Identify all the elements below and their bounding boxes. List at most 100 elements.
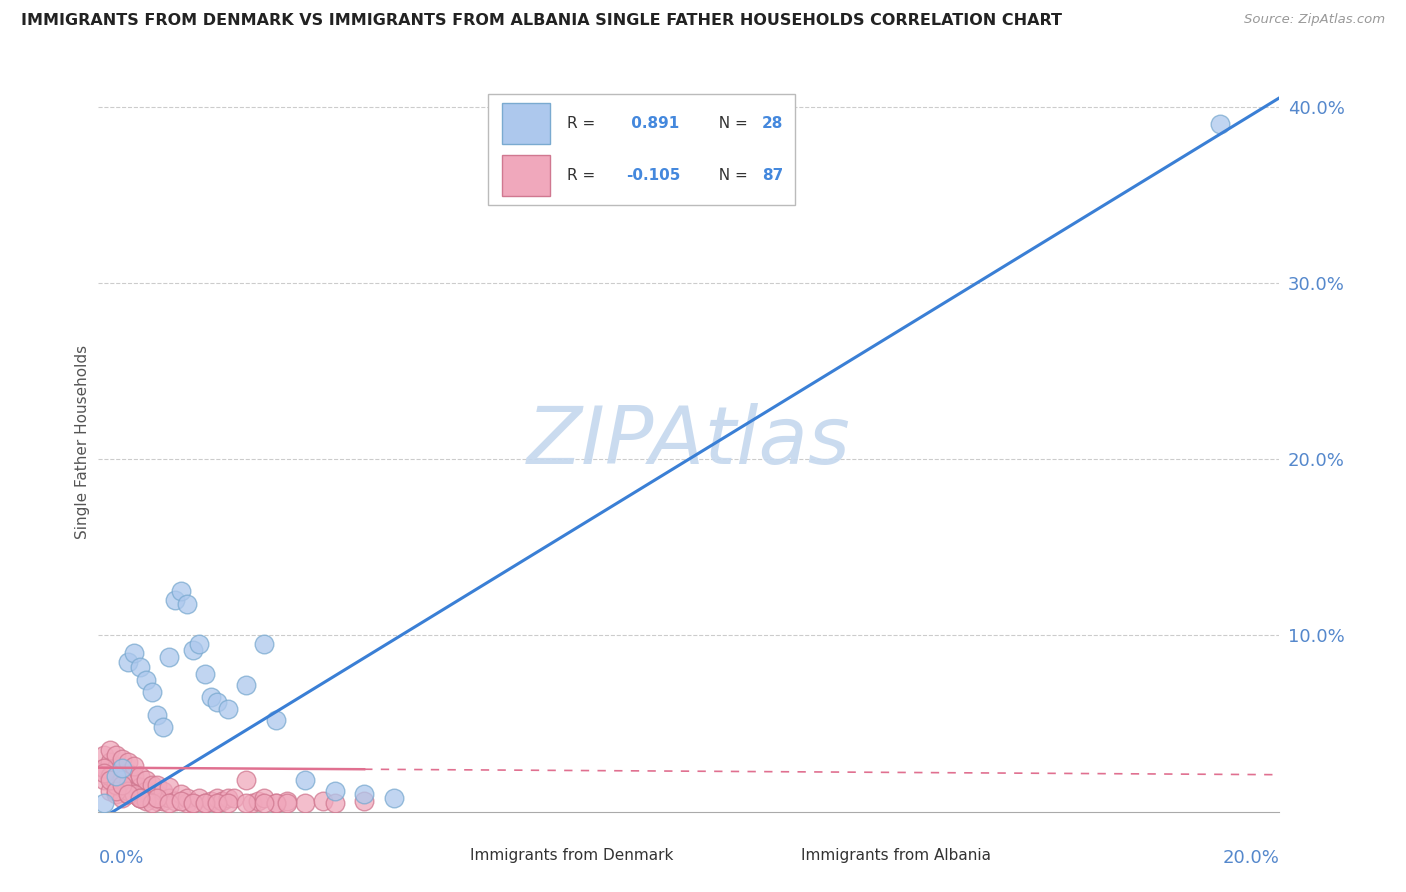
Point [323, 783, 346, 797]
Point [205, 796, 228, 810]
Point [264, 713, 287, 727]
Point [105, 783, 128, 797]
Point [152, 794, 174, 808]
Point [141, 790, 163, 805]
Point [141, 685, 163, 699]
Point [181, 796, 204, 810]
Point [98, 769, 121, 783]
Point [253, 790, 276, 805]
Point [111, 772, 134, 787]
Point [141, 778, 163, 792]
Point [157, 796, 180, 810]
Point [93, 761, 115, 775]
Point [98, 743, 121, 757]
FancyBboxPatch shape [502, 155, 550, 195]
Point [146, 707, 169, 722]
Point [146, 790, 169, 805]
Point [117, 787, 139, 801]
Text: ZIPAtlas: ZIPAtlas [527, 402, 851, 481]
Point [111, 761, 134, 775]
Point [105, 748, 128, 763]
Point [312, 794, 335, 808]
Point [170, 787, 193, 801]
Text: Source: ZipAtlas.com: Source: ZipAtlas.com [1244, 13, 1385, 27]
Point [105, 769, 128, 783]
Point [187, 637, 209, 651]
Point [211, 794, 233, 808]
Point [176, 796, 198, 810]
Point [264, 796, 287, 810]
Point [93, 748, 115, 763]
Point [170, 584, 193, 599]
Point [165, 794, 187, 808]
Point [98, 756, 121, 770]
Point [353, 794, 375, 808]
Point [135, 790, 157, 805]
Point [128, 790, 150, 805]
Point [253, 637, 276, 651]
Point [1209, 117, 1232, 131]
Point [117, 766, 139, 780]
Point [111, 778, 134, 792]
Text: N =: N = [709, 116, 752, 131]
Text: 87: 87 [762, 168, 783, 183]
Text: R =: R = [567, 116, 600, 131]
Point [135, 772, 157, 787]
Point [194, 667, 217, 681]
Point [93, 772, 115, 787]
Point [128, 660, 150, 674]
Point [122, 778, 145, 792]
Point [117, 787, 139, 801]
Point [205, 796, 228, 810]
Point [146, 778, 169, 792]
Point [135, 673, 157, 687]
Point [111, 766, 134, 780]
Point [294, 796, 316, 810]
Point [122, 646, 145, 660]
Point [152, 720, 174, 734]
Point [200, 794, 222, 808]
Point [235, 678, 257, 692]
Point [217, 702, 239, 716]
Point [240, 796, 263, 810]
Point [176, 790, 198, 805]
Point [117, 783, 139, 797]
Point [246, 794, 269, 808]
Point [353, 787, 375, 801]
Point [187, 790, 209, 805]
Text: 0.891: 0.891 [626, 116, 679, 131]
Point [205, 695, 228, 709]
Point [157, 649, 180, 664]
Text: 28: 28 [762, 116, 783, 131]
Point [276, 794, 298, 808]
Point [217, 790, 239, 805]
Point [146, 794, 169, 808]
FancyBboxPatch shape [488, 94, 796, 204]
FancyBboxPatch shape [502, 103, 550, 144]
Point [117, 776, 139, 790]
Point [152, 783, 174, 797]
Point [105, 772, 128, 787]
Point [128, 769, 150, 783]
Point [98, 769, 121, 783]
Point [323, 796, 346, 810]
Point [224, 790, 246, 805]
Point [98, 772, 121, 787]
Text: Immigrants from Denmark: Immigrants from Denmark [471, 848, 673, 863]
Point [105, 778, 128, 792]
Point [117, 756, 139, 770]
FancyBboxPatch shape [415, 842, 467, 869]
Point [128, 790, 150, 805]
Point [276, 796, 298, 810]
Point [264, 796, 287, 810]
Point [111, 778, 134, 792]
Point [253, 796, 276, 810]
Point [194, 796, 217, 810]
Point [128, 790, 150, 805]
Point [157, 780, 180, 794]
Text: 20.0%: 20.0% [1223, 849, 1279, 867]
Point [135, 794, 157, 808]
Text: R =: R = [567, 168, 600, 183]
Point [170, 794, 193, 808]
Point [111, 790, 134, 805]
